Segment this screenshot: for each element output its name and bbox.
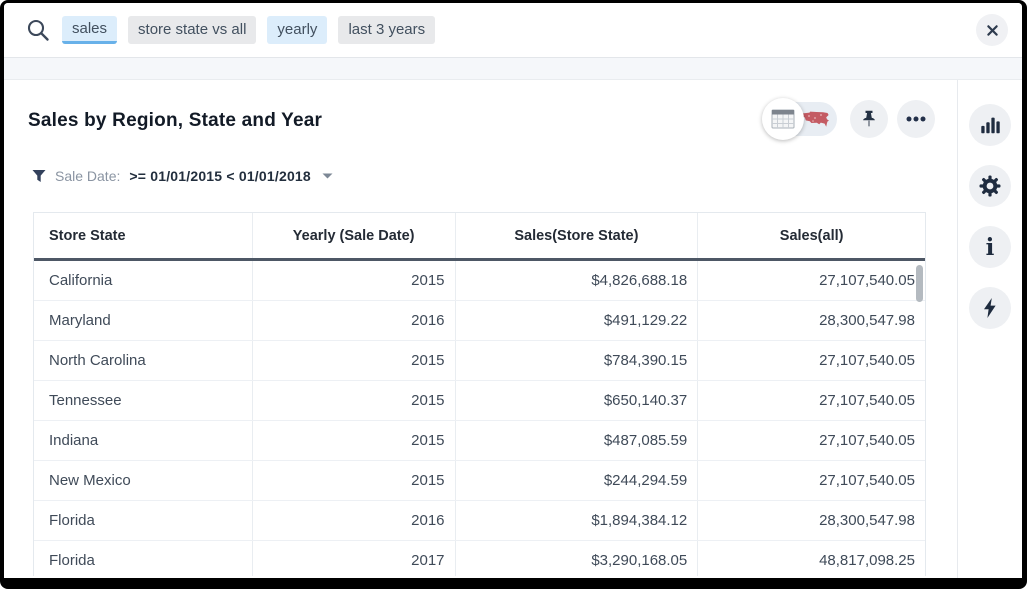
filter-value[interactable]: >= 01/01/2015 < 01/01/2018 bbox=[129, 168, 311, 184]
more-options-icon bbox=[906, 116, 926, 122]
cell-value: 27,107,540.05 bbox=[819, 352, 915, 369]
cell-store-state: Indiana bbox=[34, 421, 253, 460]
cell-value: $3,290,168.05 bbox=[456, 541, 699, 576]
cell-value: $1,894,384.12 bbox=[456, 501, 699, 540]
main-area: Sales by Region, State and Year bbox=[4, 80, 1022, 578]
filter-icon bbox=[32, 170, 46, 182]
column-header[interactable]: Sales(Store State) bbox=[456, 213, 699, 258]
pin-button[interactable] bbox=[850, 100, 888, 138]
chart-icon bbox=[981, 117, 1000, 134]
cell-value: 2017 bbox=[253, 541, 456, 576]
column-header[interactable]: Yearly (Sale Date) bbox=[253, 213, 456, 258]
table-view-selected[interactable] bbox=[762, 98, 804, 140]
cell-store-state: New Mexico bbox=[34, 461, 253, 500]
cell-store-state: California bbox=[34, 261, 253, 300]
search-token[interactable]: store state vs all bbox=[128, 16, 257, 44]
chart-options-button[interactable] bbox=[969, 104, 1011, 146]
map-view-icon[interactable] bbox=[800, 110, 830, 129]
cell-store-state: Maryland bbox=[34, 301, 253, 340]
table-row[interactable]: California 2015 $4,826,688.18 27,107,540.05 bbox=[34, 261, 925, 301]
cell-value: 2015 bbox=[253, 341, 456, 380]
answer-content: Sales by Region, State and Year bbox=[4, 80, 957, 578]
cell-value: 2015 bbox=[253, 261, 456, 300]
close-icon bbox=[986, 24, 998, 36]
table-row[interactable]: New Mexico 2015 $244,294.59 27,107,540.05 bbox=[34, 461, 925, 501]
cell-value: $491,129.22 bbox=[456, 301, 699, 340]
filter-label: Sale Date: bbox=[55, 168, 121, 184]
cell-value: 2015 bbox=[253, 421, 456, 460]
cell-value: 28,300,547.98 bbox=[819, 512, 915, 529]
info-icon: i bbox=[985, 233, 995, 261]
table-row[interactable]: Tennessee 2015 $650,140.37 27,107,540.05 bbox=[34, 381, 925, 421]
cell-value: $244,294.59 bbox=[456, 461, 699, 500]
cell-value: 2016 bbox=[253, 501, 456, 540]
cell-value: $487,085.59 bbox=[456, 421, 699, 460]
cell-value: 27,107,540.05 bbox=[819, 472, 915, 489]
search-token[interactable]: sales bbox=[62, 16, 118, 44]
header-strip bbox=[4, 58, 1022, 80]
table-body: California 2015 $4,826,688.18 27,107,540.05… bbox=[34, 261, 925, 576]
table-row[interactable]: Indiana 2015 $487,085.59 27,107,540.05 bbox=[34, 421, 925, 461]
search-token[interactable]: last 3 years bbox=[338, 16, 436, 44]
search-token[interactable]: yearly bbox=[267, 16, 328, 44]
cell-store-state: North Carolina bbox=[34, 341, 253, 380]
table-scrollbar[interactable] bbox=[916, 265, 923, 302]
info-button[interactable]: i bbox=[969, 226, 1011, 268]
cell-value: 27,107,540.05 bbox=[819, 392, 915, 409]
column-header[interactable]: Store State bbox=[34, 213, 253, 258]
column-header[interactable]: Sales(all) bbox=[779, 227, 844, 244]
close-button[interactable] bbox=[976, 14, 1008, 46]
cell-value: 27,107,540.05 bbox=[819, 272, 915, 289]
pin-icon bbox=[863, 110, 875, 127]
cell-value: 2015 bbox=[253, 381, 456, 420]
table-row[interactable]: North Carolina 2015 $784,390.15 27,107,540.… bbox=[34, 341, 925, 381]
results-table: Store State Yearly (Sale Date) Sales(Store… bbox=[33, 212, 926, 576]
view-toggle[interactable] bbox=[762, 98, 837, 140]
search-icon bbox=[27, 19, 49, 41]
chevron-down-icon[interactable] bbox=[322, 173, 333, 179]
right-icon-rail: i bbox=[957, 80, 1022, 578]
cell-value: $784,390.15 bbox=[456, 341, 699, 380]
table-row[interactable]: Florida 2017 $3,290,168.05 48,817,098.25 bbox=[34, 541, 925, 576]
lightning-icon bbox=[984, 298, 996, 318]
filter-row[interactable]: Sale Date: >= 01/01/2015 < 01/01/2018 bbox=[32, 168, 333, 184]
table-header-row: Store State Yearly (Sale Date) Sales(Store… bbox=[34, 213, 925, 261]
cell-value: 27,107,540.05 bbox=[819, 432, 915, 449]
spotiq-button[interactable] bbox=[969, 287, 1011, 329]
search-bar[interactable]: sales store state vs all yearly last 3 year… bbox=[4, 3, 1022, 58]
cell-value: 2015 bbox=[253, 461, 456, 500]
table-row[interactable]: Florida 2016 $1,894,384.12 28,300,547.98 bbox=[34, 501, 925, 541]
cell-store-state: Florida bbox=[34, 501, 253, 540]
cell-store-state: Tennessee bbox=[34, 381, 253, 420]
cell-value: 2016 bbox=[253, 301, 456, 340]
cell-value: $650,140.37 bbox=[456, 381, 699, 420]
cell-value: 28,300,547.98 bbox=[819, 312, 915, 329]
table-row[interactable]: Maryland 2016 $491,129.22 28,300,547.98 bbox=[34, 301, 925, 341]
cell-value: $4,826,688.18 bbox=[456, 261, 699, 300]
answer-toolbar bbox=[762, 98, 935, 140]
table-view-icon bbox=[771, 109, 795, 129]
page-title: Sales by Region, State and Year bbox=[28, 110, 323, 131]
gear-icon bbox=[979, 175, 1001, 197]
answer-panel: sales store state vs all yearly last 3 year… bbox=[4, 3, 1022, 578]
more-options-button[interactable] bbox=[897, 100, 935, 138]
search-token-list: sales store state vs all yearly last 3 year… bbox=[62, 16, 436, 44]
settings-button[interactable] bbox=[969, 165, 1011, 207]
cell-store-state: Florida bbox=[34, 541, 253, 576]
cell-value: 48,817,098.25 bbox=[819, 552, 915, 569]
